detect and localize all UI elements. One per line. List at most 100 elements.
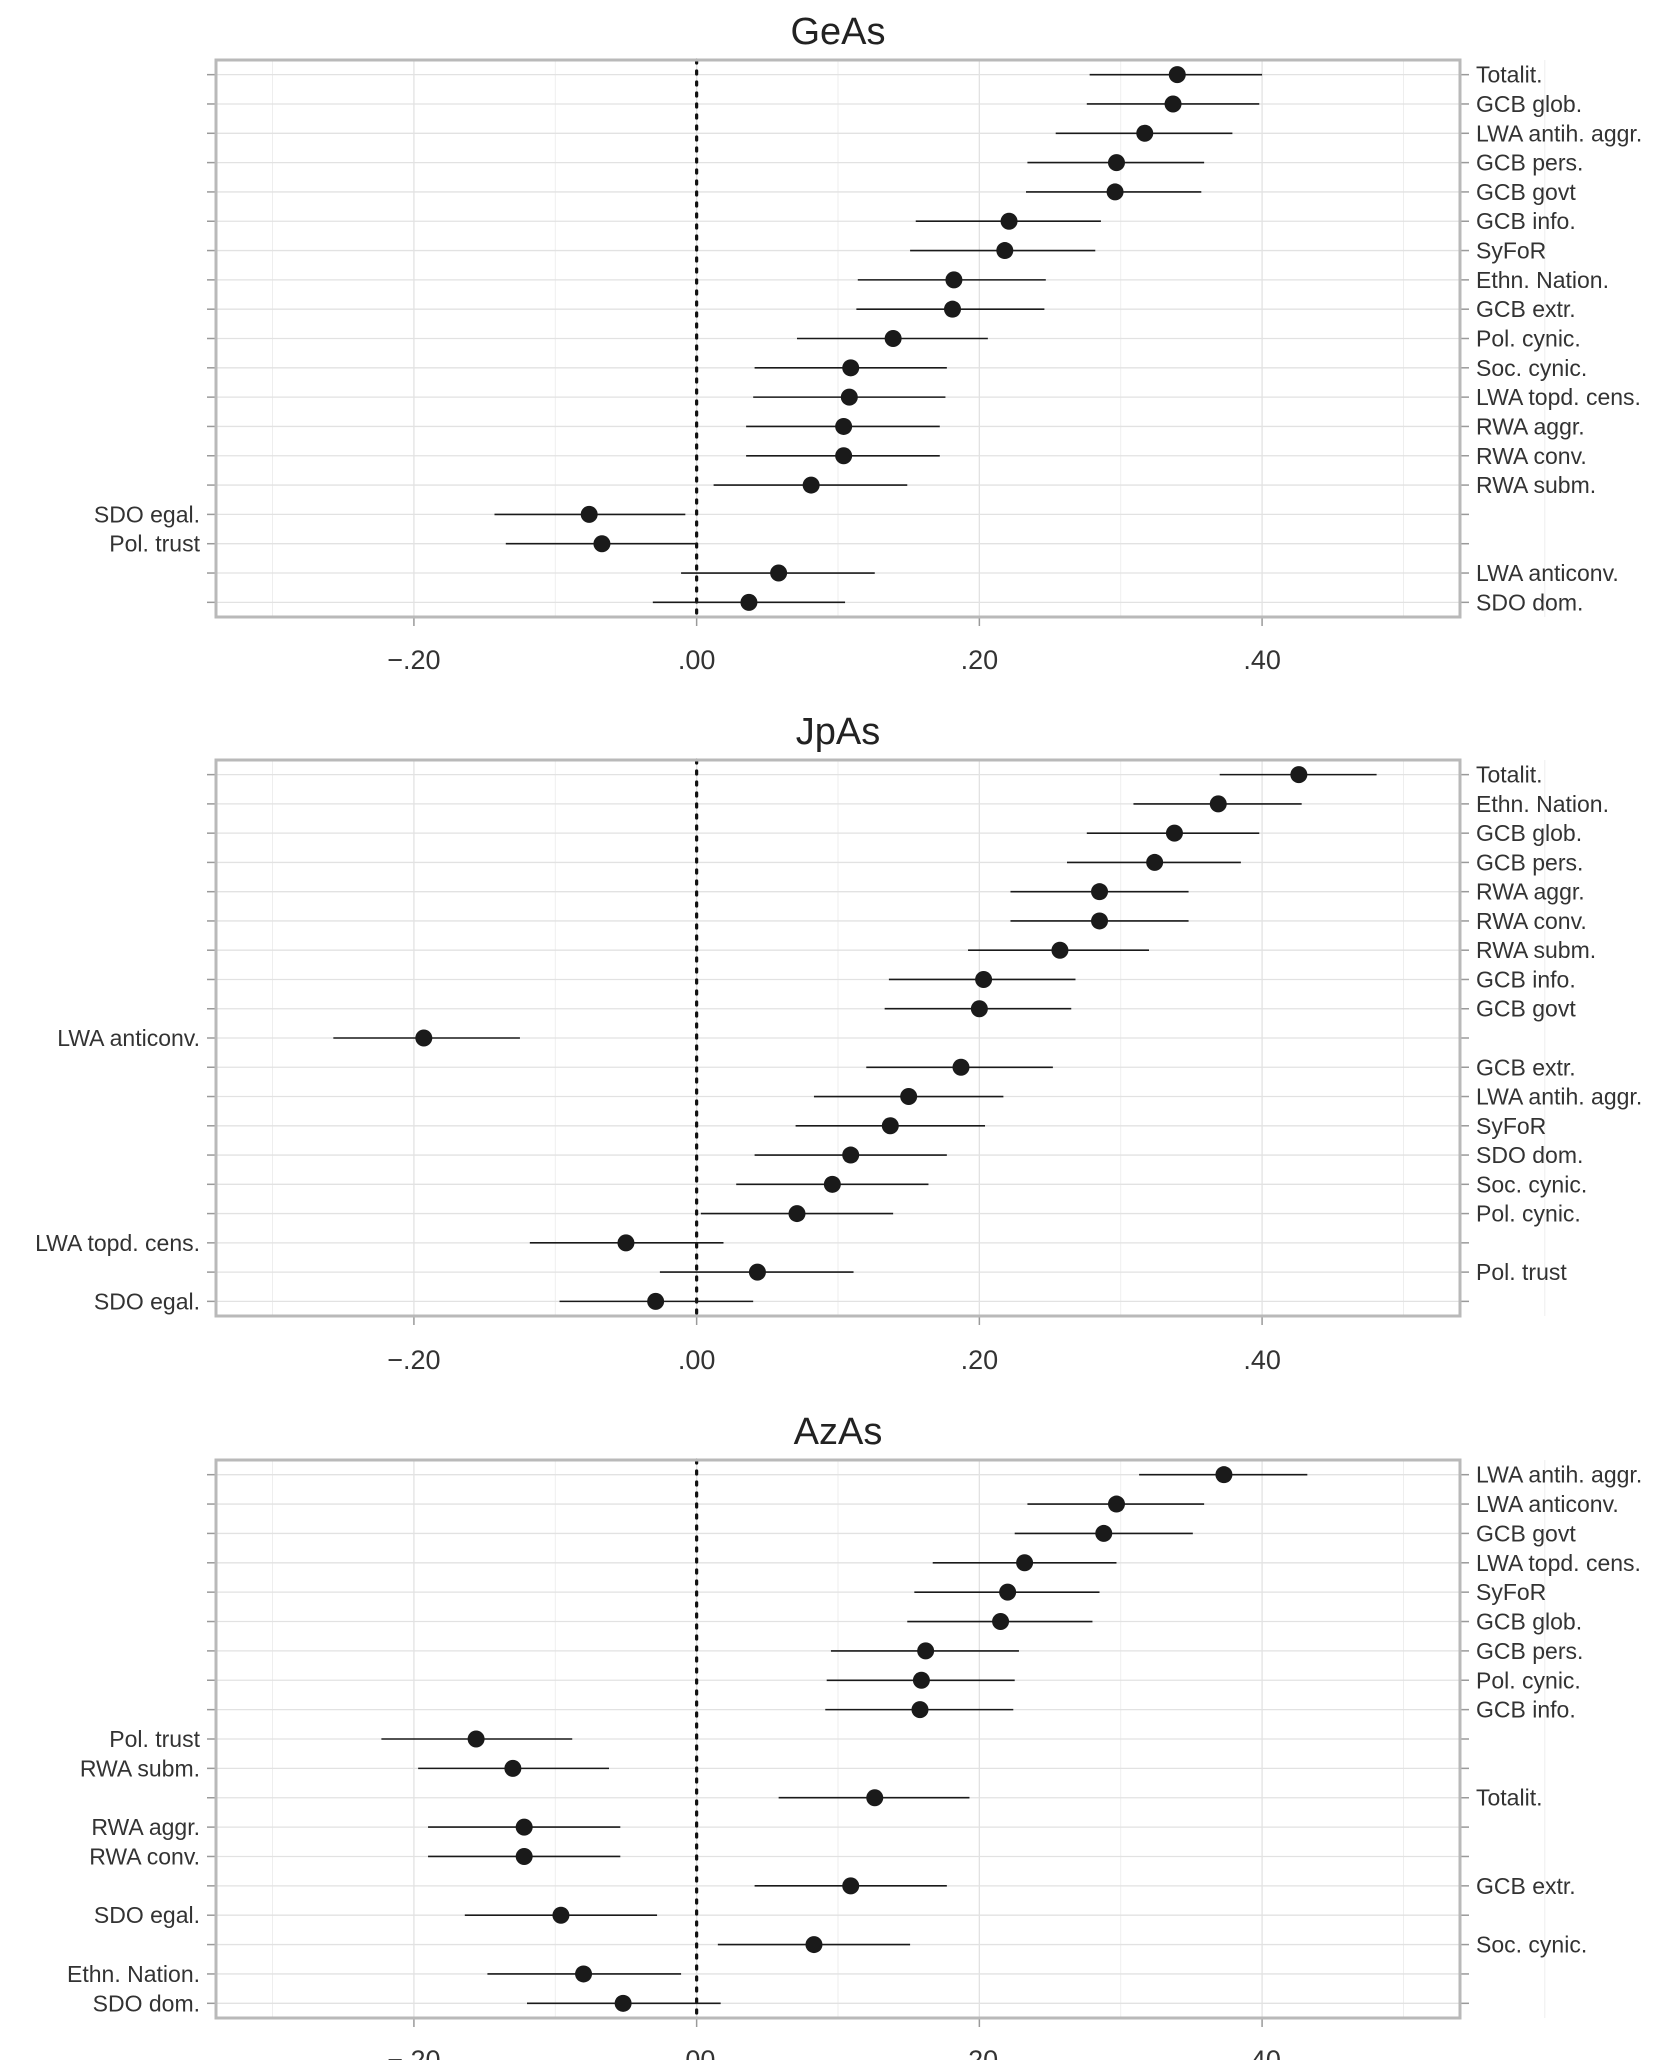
estimate-point <box>1107 1495 1125 1513</box>
estimate-point <box>1290 766 1308 784</box>
estimate-point <box>842 1877 860 1895</box>
estimate-point <box>1165 824 1183 842</box>
estimate-point <box>945 271 963 289</box>
estimate-point <box>575 1965 593 1983</box>
x-tick-label: .40 <box>1243 1345 1281 1375</box>
x-tick-label: .00 <box>678 1345 716 1375</box>
estimate-point <box>1091 883 1109 901</box>
estimate-point <box>917 1642 935 1660</box>
row-label: RWA aggr. <box>91 1814 200 1840</box>
estimate-point <box>552 1906 570 1924</box>
row-label: Soc. cynic. <box>1476 355 1587 381</box>
row-label: LWA antih. aggr. <box>1476 1084 1642 1110</box>
estimate-point <box>617 1234 635 1252</box>
estimate-point <box>1000 212 1018 230</box>
estimate-point <box>740 593 758 611</box>
estimate-point <box>802 476 820 494</box>
row-label: SyFoR <box>1476 238 1546 264</box>
row-label: Ethn. Nation. <box>1476 791 1609 817</box>
estimate-point <box>1106 183 1124 201</box>
row-label: GCB extr. <box>1476 1873 1576 1899</box>
row-label: SyFoR <box>1476 1113 1546 1139</box>
panel-geas: GeAs Totalit. GCB glob. LWA antih. aggr. GCB… <box>94 11 1642 675</box>
row-label: RWA conv. <box>1476 443 1587 469</box>
estimate-point <box>748 1263 766 1281</box>
estimate-point <box>504 1759 522 1777</box>
row-label: GCB govt <box>1476 1520 1576 1546</box>
row-label: RWA subm. <box>80 1755 200 1781</box>
x-tick-label: −.20 <box>387 645 440 675</box>
row-label: Ethn. Nation. <box>67 1961 200 1987</box>
row-label: SDO egal. <box>94 1288 200 1314</box>
estimate-point <box>884 330 902 347</box>
estimate-point <box>835 447 853 465</box>
estimate-point <box>788 1205 806 1223</box>
row-label: LWA antih. aggr. <box>1476 1462 1642 1488</box>
row-label: Totalit. <box>1476 62 1542 88</box>
estimate-point <box>842 1146 860 1164</box>
row-label: SDO egal. <box>94 1902 200 1928</box>
panel-title: GeAs <box>790 11 885 53</box>
estimate-point <box>900 1088 918 1106</box>
row-label: GCB glob. <box>1476 1609 1582 1635</box>
row-label: LWA anticonv. <box>57 1025 200 1051</box>
x-tick-label: .20 <box>961 2045 999 2060</box>
x-tick-label: .00 <box>678 2045 716 2060</box>
estimate-point <box>647 1292 665 1310</box>
estimate-point <box>992 1613 1010 1631</box>
estimate-point <box>999 1583 1017 1601</box>
estimate-point <box>1107 154 1125 172</box>
row-label: Totalit. <box>1476 1785 1542 1811</box>
row-label: RWA aggr. <box>1476 879 1585 905</box>
estimate-point <box>944 300 962 318</box>
estimate-point <box>952 1058 970 1076</box>
panel-frame <box>214 58 1462 619</box>
x-tick-label: .20 <box>961 1345 999 1375</box>
estimate-point <box>515 1818 533 1836</box>
row-label: RWA subm. <box>1476 472 1596 498</box>
estimate-point <box>835 417 853 435</box>
panel-title: JpAs <box>796 711 880 753</box>
row-label: GCB glob. <box>1476 820 1582 846</box>
row-label: GCB glob. <box>1476 91 1582 117</box>
row-label: GCB info. <box>1476 1697 1576 1723</box>
estimate-point <box>805 1936 823 1954</box>
x-tick-label: .40 <box>1243 2045 1281 2060</box>
row-label: SDO dom. <box>1476 589 1583 615</box>
row-label: LWA topd. cens. <box>35 1230 200 1256</box>
row-label: Pol. cynic. <box>1476 1201 1581 1227</box>
estimate-point <box>415 1029 433 1047</box>
panel-jpas: JpAs Totalit. Ethn. Nation. GCB glob. GCB pe… <box>35 711 1642 1375</box>
estimate-point <box>1215 1466 1233 1484</box>
panel-azas: AzAs LWA antih. aggr. LWA anticonv. GCB gov… <box>67 1411 1642 2060</box>
estimate-point <box>866 1789 884 1807</box>
row-label: Ethn. Nation. <box>1476 267 1609 293</box>
estimate-point <box>823 1175 841 1193</box>
row-label: Pol. cynic. <box>1476 1667 1581 1693</box>
row-label: LWA topd. cens. <box>1476 384 1641 410</box>
row-label: GCB govt <box>1476 179 1576 205</box>
row-label: GCB info. <box>1476 966 1576 992</box>
panel-frame <box>214 758 1462 1318</box>
estimate-point <box>1168 66 1186 84</box>
estimate-point <box>1146 853 1164 871</box>
row-label: SDO egal. <box>94 501 200 527</box>
row-label: GCB govt <box>1476 996 1576 1022</box>
row-label: RWA aggr. <box>1476 413 1585 439</box>
estimate-point <box>1136 124 1154 142</box>
x-tick-label: .40 <box>1243 645 1281 675</box>
row-label: GCB info. <box>1476 208 1576 234</box>
row-label: SyFoR <box>1476 1579 1546 1605</box>
x-tick-label: −.20 <box>387 2045 440 2060</box>
estimate-point <box>1091 912 1109 930</box>
row-label: LWA topd. cens. <box>1476 1550 1641 1576</box>
row-label: GCB pers. <box>1476 849 1583 875</box>
estimate-point <box>1095 1524 1113 1542</box>
row-label: SDO dom. <box>1476 1142 1583 1168</box>
estimate-point <box>911 1701 929 1719</box>
row-label: Totalit. <box>1476 762 1542 788</box>
estimate-point <box>912 1671 930 1689</box>
estimate-point <box>970 1000 988 1018</box>
row-label: RWA conv. <box>89 1843 200 1869</box>
